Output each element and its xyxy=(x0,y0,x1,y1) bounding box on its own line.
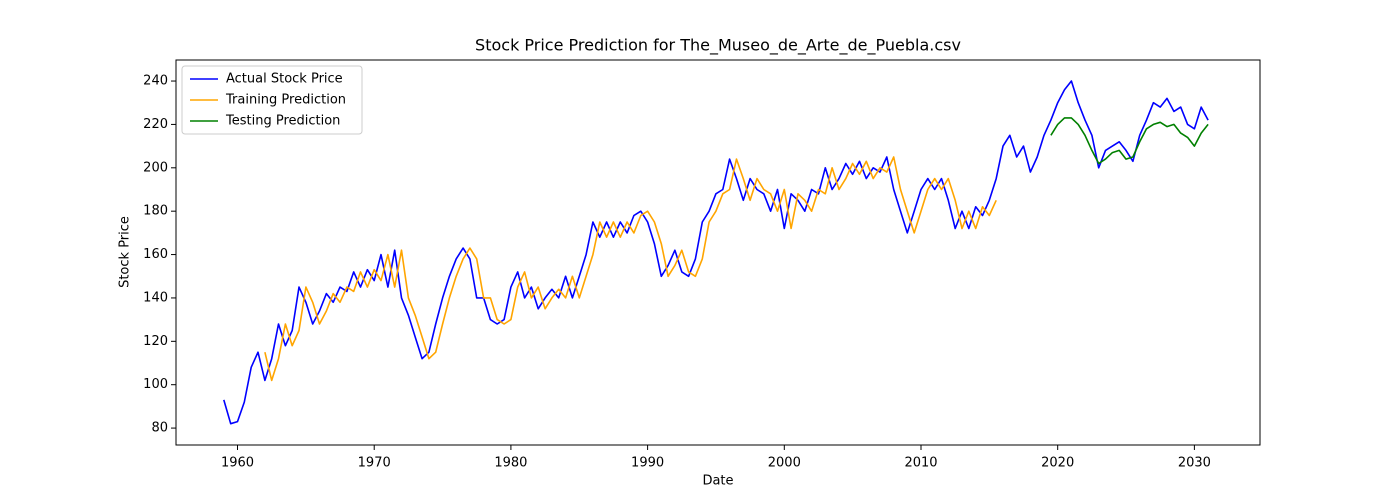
y-tick-label: 180 xyxy=(143,204,168,219)
plot-frame xyxy=(175,59,1261,446)
x-tick-label: 2010 xyxy=(904,456,937,471)
x-tick-label: 1970 xyxy=(358,456,391,471)
y-tick-label: 80 xyxy=(151,421,168,436)
x-tick-label: 2020 xyxy=(1041,456,1074,471)
x-tick-label: 1990 xyxy=(631,456,664,471)
legend-label: Testing Prediction xyxy=(225,114,340,129)
y-tick-label: 160 xyxy=(143,247,168,262)
y-tick-label: 220 xyxy=(143,117,168,132)
series-line xyxy=(223,80,1209,425)
x-tick-label: 2030 xyxy=(1178,456,1211,471)
y-tick-label: 100 xyxy=(143,377,168,392)
y-tick-label: 120 xyxy=(143,334,168,349)
y-tick-label: 140 xyxy=(143,290,168,305)
legend-box xyxy=(181,65,363,135)
series-line xyxy=(1050,117,1209,165)
legend-label: Actual Stock Price xyxy=(226,72,343,87)
x-tick-label: 1960 xyxy=(221,456,254,471)
chart-title: Stock Price Prediction for The_Museo_de_… xyxy=(475,36,961,56)
y-axis-label: Stock Price xyxy=(118,216,133,288)
x-axis-label: Date xyxy=(702,474,733,489)
x-tick-label: 1980 xyxy=(494,456,527,471)
y-tick-label: 240 xyxy=(143,74,168,89)
legend-label: Training Prediction xyxy=(225,93,346,108)
series-line xyxy=(264,156,997,382)
x-tick-label: 2000 xyxy=(768,456,801,471)
y-tick-label: 200 xyxy=(143,160,168,175)
